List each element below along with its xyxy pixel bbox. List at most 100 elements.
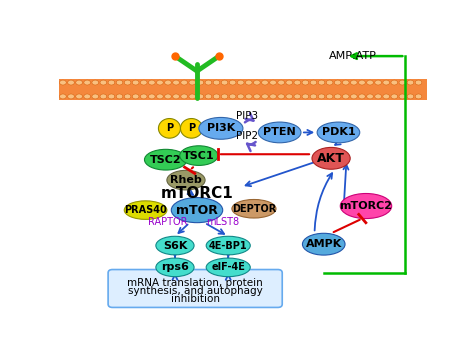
Text: mTORC2: mTORC2 xyxy=(339,201,392,211)
Circle shape xyxy=(92,94,99,99)
Ellipse shape xyxy=(124,201,167,219)
Circle shape xyxy=(181,94,187,99)
Circle shape xyxy=(60,80,66,85)
FancyArrowPatch shape xyxy=(226,274,231,280)
Circle shape xyxy=(140,80,147,85)
Circle shape xyxy=(116,80,123,85)
Ellipse shape xyxy=(317,122,360,143)
Circle shape xyxy=(84,80,91,85)
FancyArrowPatch shape xyxy=(315,173,332,230)
Circle shape xyxy=(334,80,341,85)
Ellipse shape xyxy=(302,233,345,255)
Circle shape xyxy=(351,80,357,85)
Circle shape xyxy=(351,94,357,99)
Circle shape xyxy=(156,94,163,99)
Circle shape xyxy=(415,94,422,99)
Ellipse shape xyxy=(158,119,181,138)
Ellipse shape xyxy=(206,236,250,255)
Circle shape xyxy=(407,94,414,99)
Circle shape xyxy=(383,80,390,85)
Circle shape xyxy=(229,94,236,99)
Text: AMP:ATP: AMP:ATP xyxy=(329,51,377,61)
Circle shape xyxy=(108,80,115,85)
Circle shape xyxy=(399,94,406,99)
FancyArrowPatch shape xyxy=(173,274,177,280)
Circle shape xyxy=(310,94,317,99)
FancyArrowPatch shape xyxy=(344,165,348,200)
Circle shape xyxy=(343,80,349,85)
Circle shape xyxy=(164,80,171,85)
Circle shape xyxy=(189,80,196,85)
Circle shape xyxy=(294,94,301,99)
FancyArrowPatch shape xyxy=(335,140,341,145)
Circle shape xyxy=(286,94,292,99)
Circle shape xyxy=(302,80,309,85)
Circle shape xyxy=(68,80,74,85)
Text: S6K: S6K xyxy=(163,241,187,251)
Ellipse shape xyxy=(312,147,350,169)
Circle shape xyxy=(205,80,212,85)
Circle shape xyxy=(237,94,244,99)
Circle shape xyxy=(84,94,91,99)
Ellipse shape xyxy=(167,170,205,190)
Circle shape xyxy=(391,94,398,99)
Circle shape xyxy=(229,80,236,85)
Text: TSC1: TSC1 xyxy=(183,150,215,161)
Circle shape xyxy=(116,94,123,99)
Circle shape xyxy=(278,80,284,85)
Text: PDK1: PDK1 xyxy=(322,127,355,137)
FancyArrowPatch shape xyxy=(188,190,193,195)
Circle shape xyxy=(100,94,107,99)
Text: synthesis, and autophagy: synthesis, and autophagy xyxy=(128,286,263,296)
Text: mRNA translation, protein: mRNA translation, protein xyxy=(128,278,263,288)
Text: DEPTOR: DEPTOR xyxy=(232,204,276,214)
Circle shape xyxy=(246,94,252,99)
Text: PIP3: PIP3 xyxy=(236,111,258,121)
Circle shape xyxy=(286,80,292,85)
Circle shape xyxy=(156,80,163,85)
Text: eIF-4E: eIF-4E xyxy=(211,262,245,272)
Text: 4E-BP1: 4E-BP1 xyxy=(209,241,247,251)
Circle shape xyxy=(221,94,228,99)
Circle shape xyxy=(407,80,414,85)
Circle shape xyxy=(359,94,365,99)
Circle shape xyxy=(197,80,204,85)
Circle shape xyxy=(213,94,220,99)
Circle shape xyxy=(391,80,398,85)
Circle shape xyxy=(132,94,139,99)
Text: AMPK: AMPK xyxy=(306,239,342,249)
Text: mLST8: mLST8 xyxy=(206,217,239,227)
Text: RAPTOR: RAPTOR xyxy=(148,217,187,227)
Ellipse shape xyxy=(232,200,276,218)
Circle shape xyxy=(60,94,66,99)
Circle shape xyxy=(367,80,374,85)
Circle shape xyxy=(318,94,325,99)
Circle shape xyxy=(270,94,276,99)
Circle shape xyxy=(318,80,325,85)
Ellipse shape xyxy=(171,198,223,223)
Text: TSC2: TSC2 xyxy=(150,155,182,165)
FancyArrowPatch shape xyxy=(179,224,188,233)
Circle shape xyxy=(375,94,382,99)
Circle shape xyxy=(334,94,341,99)
Circle shape xyxy=(124,94,131,99)
FancyArrowPatch shape xyxy=(247,142,255,151)
Circle shape xyxy=(270,80,276,85)
Circle shape xyxy=(359,80,365,85)
Ellipse shape xyxy=(180,146,218,165)
Ellipse shape xyxy=(206,258,250,276)
FancyArrowPatch shape xyxy=(246,161,319,186)
Text: P: P xyxy=(166,123,173,133)
Text: mTORC1: mTORC1 xyxy=(161,186,233,201)
Circle shape xyxy=(262,94,268,99)
Circle shape xyxy=(383,94,390,99)
Circle shape xyxy=(181,80,187,85)
Circle shape xyxy=(237,80,244,85)
Circle shape xyxy=(205,94,212,99)
Circle shape xyxy=(197,94,204,99)
Circle shape xyxy=(310,80,317,85)
Bar xyxy=(59,79,427,100)
Ellipse shape xyxy=(199,118,243,139)
Circle shape xyxy=(189,94,196,99)
Text: PI3K: PI3K xyxy=(207,123,235,133)
